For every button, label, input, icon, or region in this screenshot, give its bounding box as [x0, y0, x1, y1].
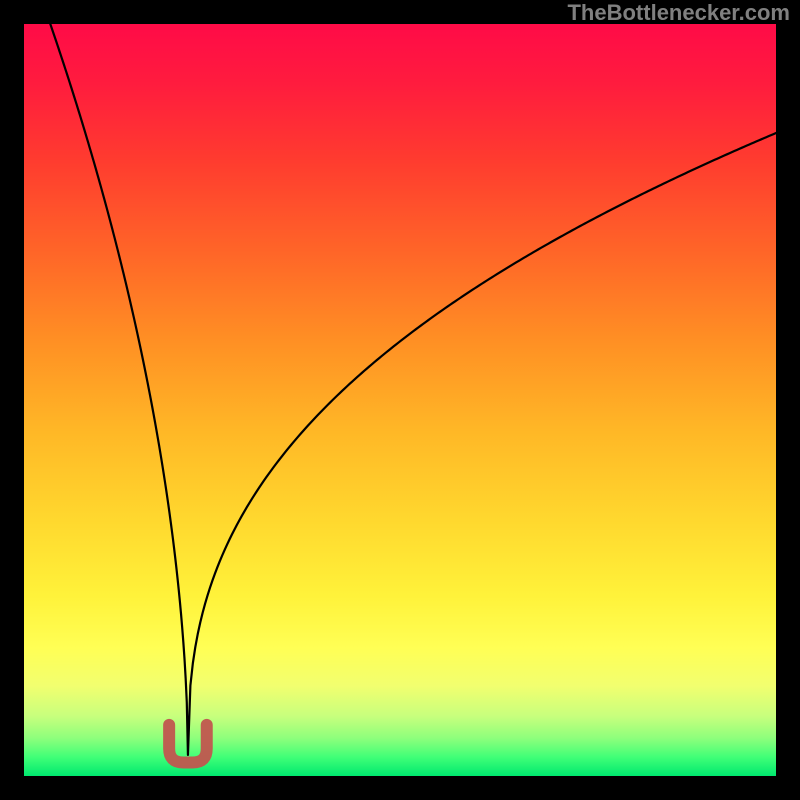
- watermark-text: TheBottlenecker.com: [567, 0, 790, 26]
- plot-area: [24, 24, 776, 776]
- chart-svg: [24, 24, 776, 776]
- chart-frame: [24, 24, 776, 776]
